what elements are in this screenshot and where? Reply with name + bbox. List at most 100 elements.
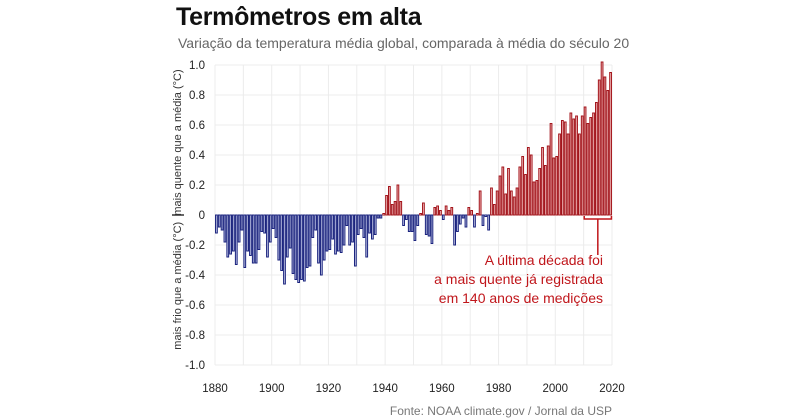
bar-1918 bbox=[322, 214, 326, 261]
bar-1979 bbox=[495, 190, 499, 216]
bar-1886 bbox=[232, 214, 235, 252]
bar-1922 bbox=[334, 214, 337, 255]
bar-1906 bbox=[288, 214, 292, 249]
y-axis-label-positive: mais quente que a média (°C) bbox=[172, 69, 184, 215]
x-tick-label: 1940 bbox=[372, 383, 398, 395]
bar-1980 bbox=[498, 175, 502, 216]
bar-1883 bbox=[223, 214, 227, 243]
bar-1976 bbox=[487, 214, 491, 231]
bar-1999 bbox=[552, 157, 556, 216]
bar-1944 bbox=[396, 184, 400, 216]
bar-1890 bbox=[243, 214, 247, 268]
y-tick-label: -0.8 bbox=[185, 330, 205, 342]
y-tick-label: -0.6 bbox=[185, 300, 205, 312]
bar-1893 bbox=[251, 214, 255, 264]
bar-1904 bbox=[283, 214, 286, 285]
bar-1961 bbox=[444, 205, 448, 216]
x-tick-label: 2020 bbox=[599, 383, 625, 395]
y-tick-label: 0 bbox=[199, 210, 205, 222]
annotation-bracket bbox=[583, 216, 613, 255]
bar-2014 bbox=[595, 102, 598, 216]
source-credit: Fonte: NOAA climate.gov / Jornal da USP bbox=[389, 404, 612, 418]
bar-1905 bbox=[285, 214, 289, 258]
bar-1920 bbox=[328, 214, 332, 250]
bar-1884 bbox=[226, 214, 230, 258]
bar-1936 bbox=[373, 214, 377, 235]
bar-1968 bbox=[464, 214, 468, 228]
bar-2002 bbox=[560, 120, 564, 216]
bar-1984 bbox=[509, 190, 513, 216]
bar-1959 bbox=[439, 210, 442, 216]
bar-1900 bbox=[271, 214, 275, 229]
bar-1964 bbox=[453, 214, 456, 246]
bar-1930 bbox=[356, 214, 360, 235]
bar-2006 bbox=[572, 118, 576, 216]
bar-1897 bbox=[263, 214, 267, 234]
bar-1952 bbox=[419, 213, 422, 216]
bar-1967 bbox=[461, 214, 465, 219]
bar-2001 bbox=[558, 133, 561, 216]
bar-1896 bbox=[260, 214, 264, 232]
annotation-line: em 140 anos de medições bbox=[439, 290, 603, 306]
bar-2013 bbox=[592, 112, 595, 216]
bar-1899 bbox=[268, 214, 272, 243]
bar-1947 bbox=[405, 214, 408, 220]
bar-1969 bbox=[467, 207, 471, 216]
bar-1945 bbox=[399, 201, 403, 216]
bar-1941 bbox=[388, 186, 391, 216]
bar-2008 bbox=[578, 133, 581, 216]
bar-1943 bbox=[393, 201, 397, 216]
bar-2015 bbox=[597, 79, 601, 216]
bar-2010 bbox=[583, 106, 587, 216]
bar-2016 bbox=[600, 61, 604, 216]
x-tick-label: 1880 bbox=[202, 383, 228, 395]
annotation: A última década foi a mais quente já reg… bbox=[434, 216, 613, 306]
bar-1891 bbox=[246, 214, 249, 252]
bar-2003 bbox=[563, 121, 567, 216]
y-tick-label: 0.6 bbox=[189, 120, 205, 132]
bar-1915 bbox=[314, 214, 318, 231]
bar-1940 bbox=[385, 195, 388, 216]
bar-1990 bbox=[526, 147, 530, 216]
bar-2004 bbox=[566, 133, 570, 216]
annotation-line: A última década foi bbox=[485, 252, 603, 268]
bar-1889 bbox=[240, 214, 244, 231]
bar-1913 bbox=[308, 214, 312, 267]
bar-1927 bbox=[348, 214, 352, 246]
bar-1923 bbox=[336, 214, 340, 252]
bar-1950 bbox=[413, 214, 417, 241]
bar-1937 bbox=[376, 214, 380, 219]
bar-1946 bbox=[402, 214, 405, 226]
bar-1956 bbox=[430, 214, 434, 244]
y-tick-label: 0.4 bbox=[189, 150, 206, 162]
bar-1902 bbox=[277, 214, 281, 261]
bar-1885 bbox=[229, 214, 232, 255]
grid-lines bbox=[214, 64, 613, 366]
bar-2018 bbox=[606, 90, 610, 216]
bar-1995 bbox=[541, 147, 544, 216]
bar-1903 bbox=[280, 214, 284, 271]
bar-1901 bbox=[274, 214, 278, 238]
bar-2009 bbox=[580, 115, 584, 216]
bar-1997 bbox=[546, 145, 550, 216]
bar-1926 bbox=[345, 214, 349, 226]
y-axis-label-negative: mais frio que a média (°C) bbox=[172, 222, 184, 350]
bars bbox=[215, 61, 612, 285]
bar-1924 bbox=[339, 214, 343, 253]
bar-1948 bbox=[407, 214, 411, 232]
bar-2012 bbox=[589, 117, 593, 216]
bar-1882 bbox=[220, 214, 224, 231]
bar-1908 bbox=[294, 214, 298, 280]
bar-1986 bbox=[515, 187, 519, 216]
bar-1962 bbox=[447, 210, 451, 216]
y-tick-label: -0.4 bbox=[185, 270, 205, 282]
bar-1939 bbox=[382, 213, 386, 216]
bar-1978 bbox=[492, 204, 496, 216]
bar-1881 bbox=[217, 214, 221, 228]
bar-1988 bbox=[521, 156, 525, 216]
bar-1949 bbox=[410, 214, 414, 232]
bar-1917 bbox=[319, 214, 323, 276]
bar-1907 bbox=[291, 214, 295, 274]
bar-1921 bbox=[331, 214, 335, 240]
